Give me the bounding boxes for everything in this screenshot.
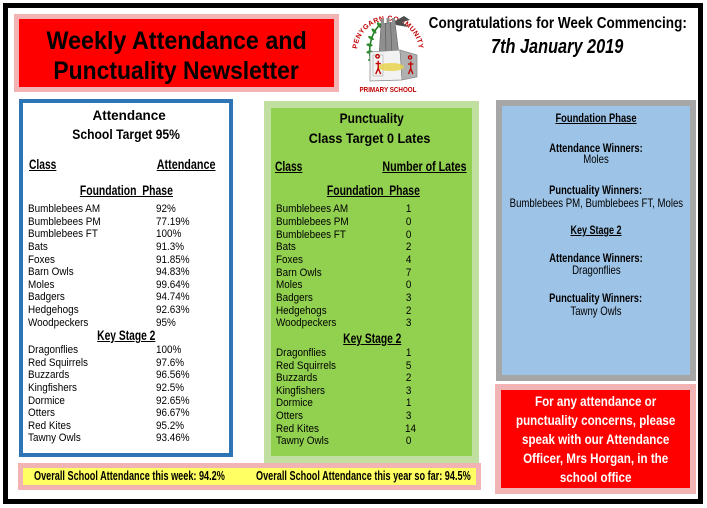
svg-text:PRIMARY SCHOOL: PRIMARY SCHOOL	[360, 85, 418, 94]
